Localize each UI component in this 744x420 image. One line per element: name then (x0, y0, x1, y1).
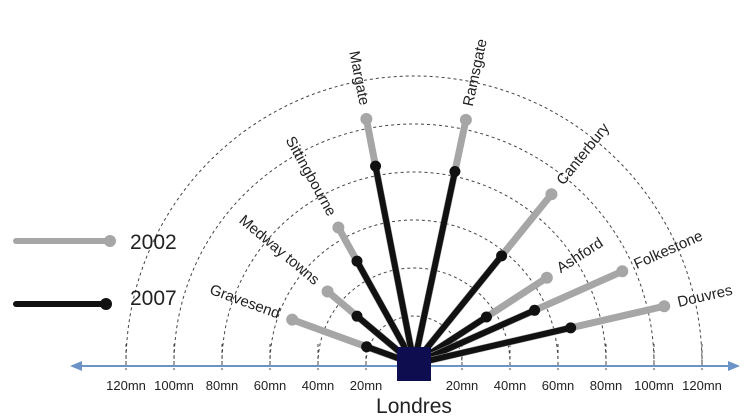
legend-label-2002: 2002 (130, 231, 177, 254)
axis-arrow-left (70, 361, 82, 371)
spoke-2007 (411, 307, 538, 367)
isochrone-arc (269, 219, 559, 365)
spoke-2007 (353, 258, 417, 367)
marker-2002 (332, 221, 345, 234)
isochrone-arc (221, 171, 607, 365)
marker-2002 (286, 313, 299, 326)
hub: Londres (376, 347, 452, 418)
destination-label: Douvres (676, 282, 734, 311)
axis-tick-label-left: 100mn (154, 378, 194, 393)
isochrone-arc (173, 123, 655, 365)
marker-2007 (449, 166, 461, 178)
axis-tick-label-right: 120mn (682, 378, 722, 393)
marker-2002 (658, 300, 671, 313)
marker-2007 (565, 322, 577, 334)
axis-tick-label-right: 40mn (494, 378, 527, 393)
marker-2002 (616, 265, 629, 278)
spoke-2007 (372, 163, 417, 367)
spoke-2007 (411, 324, 574, 367)
destination-label: Folkestone (631, 227, 705, 272)
marker-2007 (496, 250, 508, 262)
legend-marker-2002 (104, 235, 116, 247)
marker-2002 (540, 271, 553, 284)
marker-2007 (529, 304, 541, 316)
axis-tick-label-right: 80mn (590, 378, 623, 393)
axis-tick-label-left: 60mn (254, 378, 287, 393)
destination-label: Canterbury (553, 120, 613, 189)
legend-marker-2007 (100, 298, 112, 310)
axis-tick-label-right: 60mn (542, 378, 575, 393)
axis-tick-label-left: 120mn (106, 378, 146, 393)
destination-label: Medway towns (236, 212, 323, 289)
isochrone-arc (125, 75, 703, 365)
hub-square (397, 347, 431, 381)
marker-2002 (321, 285, 334, 298)
legend-label-2007: 2007 (130, 287, 177, 310)
axis-tick-label-left: 80mn (206, 378, 239, 393)
destination-label: Margate (345, 49, 372, 106)
legend: 2002 2007 (13, 231, 177, 310)
marker-2007 (351, 255, 363, 267)
destination-label: Gravesend (207, 281, 282, 322)
marker-2007 (480, 311, 492, 323)
axis-arrow-right (728, 361, 740, 371)
destination-label: Ramsgate (460, 37, 491, 107)
destination-folkestone: Folkestone (410, 227, 705, 368)
destination-label: Sittingbourne (282, 134, 340, 220)
marker-2007 (361, 341, 373, 353)
marker-2007 (351, 310, 363, 322)
spoke-2007 (411, 252, 505, 367)
marker-2007 (370, 160, 382, 172)
hub-label: Londres (376, 395, 452, 418)
marker-2002 (459, 113, 472, 126)
time-axis: 120mn 100mn 80mn 60mn 40mn 20mn 20mn 40mn 60mn 80… (70, 344, 740, 393)
isochrone-arcs (125, 75, 703, 365)
axis-tick-label-left: 20mn (350, 378, 383, 393)
marker-2002 (545, 188, 558, 201)
spoke-2007 (411, 168, 458, 367)
axis-tick-label-right: 100mn (634, 378, 674, 393)
destination-gravesend: Gravesend (207, 281, 418, 368)
marker-2002 (360, 112, 373, 125)
axis-tick-label-left: 40mn (302, 378, 335, 393)
axis-tick-label-right: 20mn (446, 378, 479, 393)
isochrone-arc (317, 267, 511, 365)
